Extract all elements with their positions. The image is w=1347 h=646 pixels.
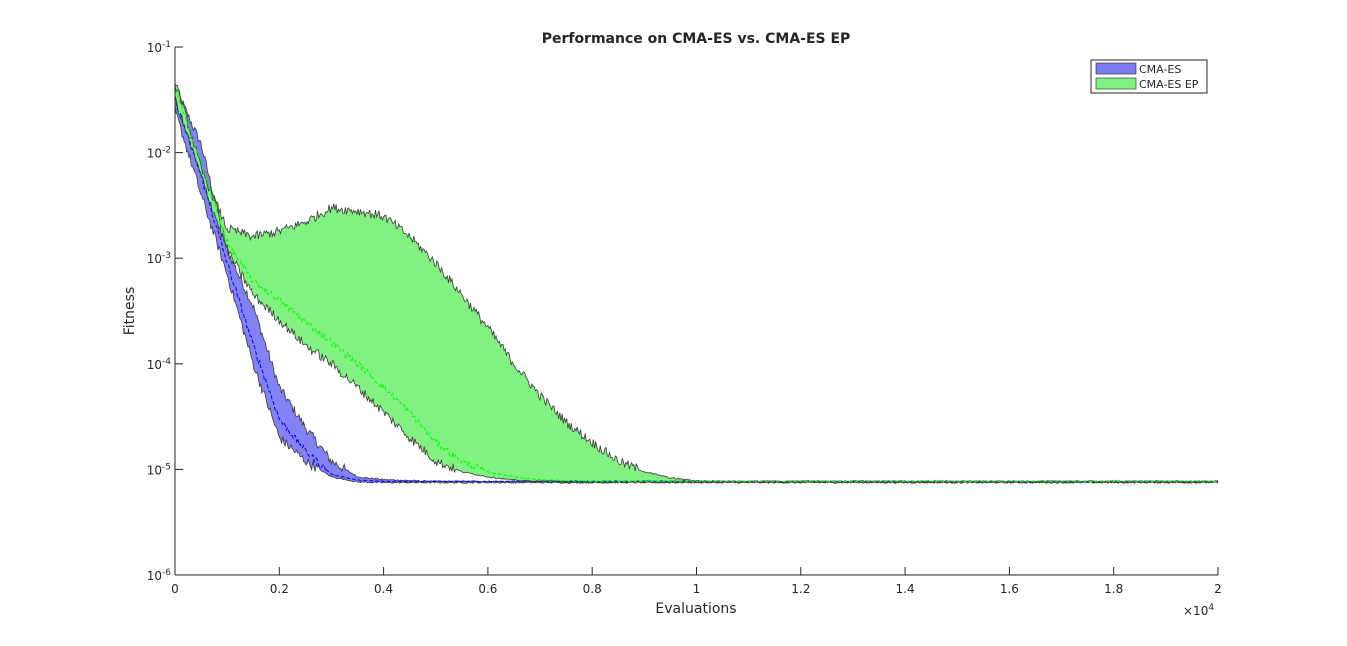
x-tick-label: 1.2 bbox=[791, 582, 810, 596]
x-tick-label: 0.2 bbox=[270, 582, 289, 596]
y-tick-label: 10-6 bbox=[147, 568, 172, 583]
x-tick-label: 1 bbox=[693, 582, 701, 596]
y-tick-label: 10-5 bbox=[147, 462, 171, 477]
y-ticks: 10-1 10-2 10-3 10-4 10-5 10-6 bbox=[147, 40, 183, 583]
legend-label-cma-es-ep: CMA-ES EP bbox=[1139, 78, 1199, 91]
x-tick-label: 1.4 bbox=[896, 582, 915, 596]
mean-line-cma-es-ep bbox=[174, 89, 1219, 483]
legend: CMA-ES CMA-ES EP bbox=[1090, 59, 1208, 94]
band-cma-es-ep bbox=[175, 83, 1218, 483]
y-tick-label: 10-1 bbox=[147, 40, 171, 55]
x-tick-label: 2 bbox=[1214, 582, 1222, 596]
x-tick-label: 1.8 bbox=[1104, 582, 1123, 596]
y-axis-label: Fitness bbox=[122, 287, 138, 336]
x-axis-label: Evaluations bbox=[655, 601, 736, 617]
y-tick-label: 10-4 bbox=[147, 357, 172, 372]
x-tick-label: 0.8 bbox=[583, 582, 602, 596]
x-tick-label: 0 bbox=[171, 582, 179, 596]
chart-title: Performance on CMA-ES vs. CMA-ES EP bbox=[542, 31, 851, 47]
y-tick-label: 10-3 bbox=[147, 251, 171, 266]
series-lines bbox=[174, 83, 1219, 484]
legend-label-cma-es: CMA-ES bbox=[1139, 63, 1181, 76]
x-tick-label: 0.6 bbox=[478, 582, 497, 596]
x-tick-label: 1.6 bbox=[1000, 582, 1019, 596]
series-bands bbox=[175, 83, 1218, 484]
legend-swatch-cma-es bbox=[1095, 62, 1137, 75]
legend-swatch-cma-es-ep bbox=[1095, 77, 1137, 90]
x-tick-label: 0.4 bbox=[374, 582, 393, 596]
y-tick-label: 10-2 bbox=[147, 146, 171, 161]
x-ticks: 0 0.2 0.4 0.6 0.8 1 1.2 1.4 1.6 1.8 2 bbox=[171, 567, 1222, 596]
x-multiplier: ×104 bbox=[1183, 603, 1214, 618]
